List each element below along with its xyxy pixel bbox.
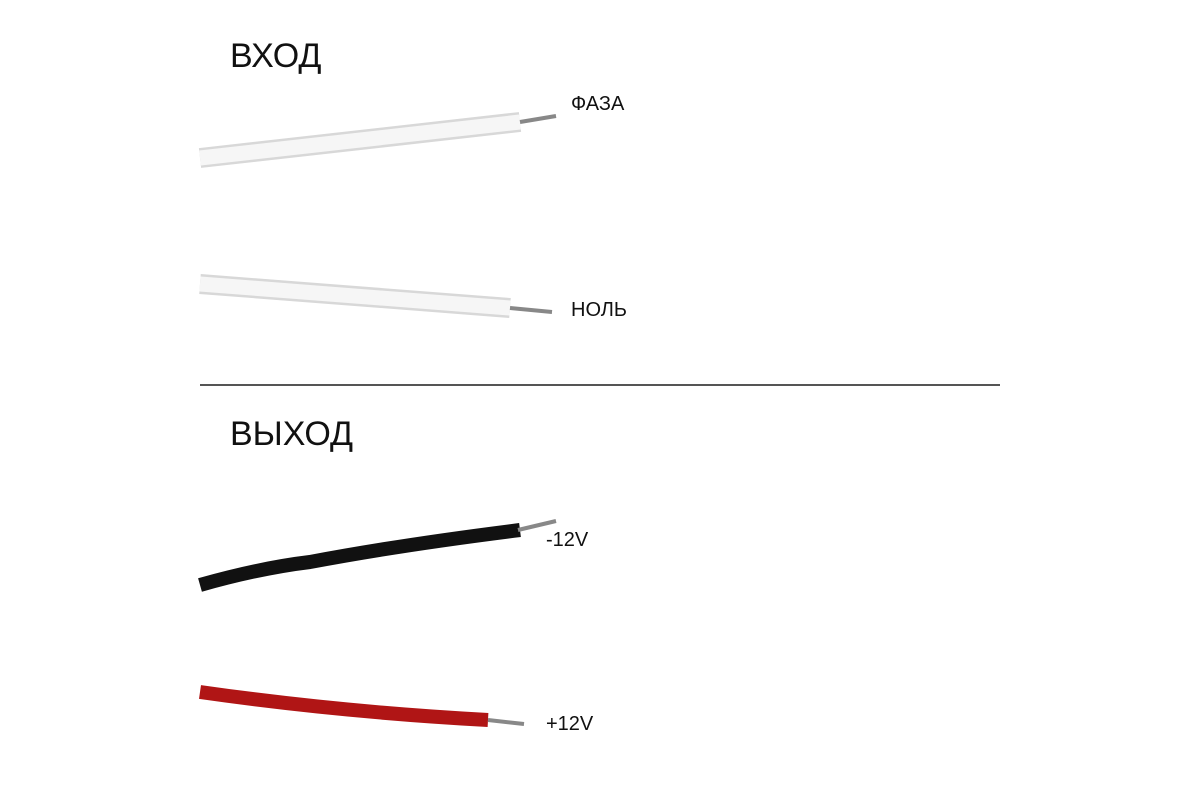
section-title: ВЫХОД	[230, 415, 353, 453]
wire-tip	[509, 306, 553, 314]
wire-tip	[519, 114, 557, 124]
white-wire	[199, 276, 511, 316]
wire-tip	[517, 519, 557, 532]
wire-tip	[487, 718, 525, 726]
section-title: ВХОД	[230, 37, 321, 75]
wire-label: -12V	[546, 529, 589, 551]
wire-label: ФАЗА	[571, 93, 625, 115]
black-wire	[198, 523, 521, 592]
wire-label: НОЛЬ	[571, 299, 627, 321]
wire-label: +12V	[546, 713, 594, 735]
white-wire	[199, 114, 521, 166]
red-wire	[199, 685, 489, 727]
